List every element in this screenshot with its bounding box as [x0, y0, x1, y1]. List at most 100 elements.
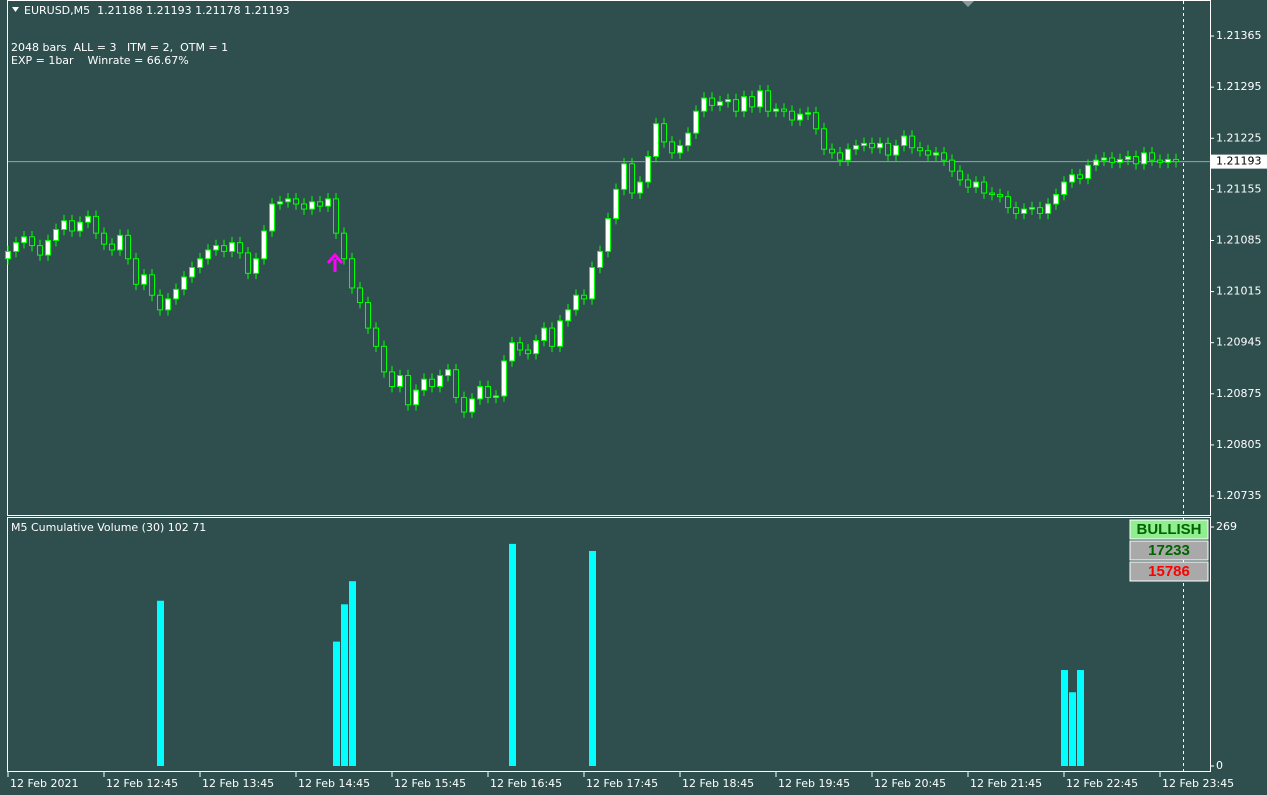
candle-body: [517, 342, 523, 351]
candle-body: [381, 345, 387, 373]
candle-body: [549, 327, 555, 347]
x-tick-label: 12 Feb 15:45: [394, 777, 466, 790]
candle-body: [1061, 181, 1067, 195]
volume-bar: [1077, 670, 1084, 766]
candle-body: [1013, 207, 1019, 214]
candle-body: [261, 230, 267, 260]
candle-body: [93, 215, 99, 234]
candle-body: [453, 369, 459, 398]
candle-body: [861, 142, 867, 147]
candle-body: [405, 375, 411, 406]
bull-volume-box: [1129, 540, 1209, 561]
candle-body: [1037, 207, 1043, 214]
y-tick-label: 1.20805: [1216, 438, 1262, 451]
y-tick-label: 1.21225: [1216, 131, 1262, 144]
candle-body: [1005, 196, 1011, 209]
candle-body: [213, 245, 219, 251]
candle-body: [701, 97, 707, 112]
candle-body: [693, 110, 699, 134]
candle-body: [53, 229, 59, 241]
candle-body: [677, 145, 683, 154]
candle-body: [869, 142, 875, 149]
candle-body: [157, 294, 163, 311]
y-tick-label: 1.20735: [1216, 489, 1262, 502]
candle-body: [757, 90, 763, 108]
candle-body: [1045, 203, 1051, 214]
candle-body: [989, 192, 995, 195]
candle-body: [389, 371, 395, 388]
candle-body: [997, 193, 1003, 198]
candle-body: [1117, 158, 1123, 163]
candle-body: [501, 360, 507, 397]
volume-bar: [1061, 670, 1068, 766]
candle-body: [1021, 208, 1027, 214]
x-tick-label: 12 Feb 20:45: [874, 777, 946, 790]
candle-body: [773, 108, 779, 112]
candle-body: [733, 99, 739, 112]
candle-body: [1125, 156, 1131, 160]
candle-body: [109, 243, 115, 251]
candle-body: [909, 135, 915, 149]
shift-marker[interactable]: [962, 1, 974, 7]
x-tick-label: 12 Feb 22:45: [1066, 777, 1138, 790]
candle-body: [357, 287, 363, 304]
candle-body: [533, 340, 539, 355]
candle-body: [29, 236, 35, 247]
candle-body: [173, 288, 179, 300]
candle-body: [325, 198, 331, 207]
candle-body: [509, 342, 515, 362]
bear-volume-label: 15786: [1148, 563, 1190, 580]
candle-body: [853, 145, 859, 150]
stats-line: 2048 bars ALL = 3 ITM = 2, OTM = 1: [11, 41, 228, 54]
candle-body: [141, 274, 147, 285]
candle-body: [229, 242, 235, 252]
candle-body: [493, 395, 499, 398]
candle-body: [1077, 174, 1083, 179]
candle-body: [605, 218, 611, 252]
y-tick-label: 1.21155: [1216, 182, 1262, 195]
volume-panel-frame: [7, 517, 1211, 772]
candle-body: [293, 198, 299, 205]
candle-body: [589, 266, 595, 300]
candle-body: [277, 201, 283, 205]
candle-body: [741, 96, 747, 112]
candle-body: [781, 108, 787, 112]
candle-body: [525, 349, 531, 355]
symbol-menu-arrow[interactable]: [12, 7, 19, 12]
candle-body: [477, 386, 483, 400]
candle-body: [901, 135, 907, 147]
candle-body: [1093, 159, 1099, 166]
candle-body: [573, 294, 579, 311]
y-tick-label: 1.20875: [1216, 387, 1262, 400]
candle-body: [429, 378, 435, 387]
candle-body: [1173, 158, 1179, 163]
candle-body: [949, 159, 955, 172]
candle-body: [5, 250, 11, 260]
candle-body: [1085, 164, 1091, 179]
candle-body: [941, 152, 947, 161]
candle-body: [349, 258, 355, 289]
candle-body: [597, 250, 603, 268]
candle-body: [821, 128, 827, 150]
candle-body: [1133, 156, 1139, 165]
candle-body: [789, 110, 795, 121]
x-tick-label: 12 Feb 19:45: [778, 777, 850, 790]
x-tick-label: 12 Feb 18:45: [682, 777, 754, 790]
bear-volume-box: [1129, 561, 1209, 582]
y-tick-label: 1.20945: [1216, 336, 1262, 349]
candle-body: [1157, 159, 1163, 163]
symbol-header: EURUSD,M5 1.21188 1.21193 1.21178 1.2119…: [24, 4, 290, 17]
candle-body: [749, 96, 755, 108]
x-tick-label: 12 Feb 16:45: [490, 777, 562, 790]
x-tick-label: 12 Feb 21:45: [970, 777, 1042, 790]
x-tick-label: 12 Feb 17:45: [586, 777, 658, 790]
candle-body: [221, 245, 227, 252]
y-tick-label: 1.21365: [1216, 29, 1262, 42]
candle-body: [101, 232, 107, 245]
candle-body: [717, 101, 723, 106]
candle-body: [309, 201, 315, 210]
candle-body: [565, 309, 571, 322]
candle-body: [837, 152, 843, 161]
candle-body: [1149, 152, 1155, 161]
candle-body: [669, 141, 675, 154]
